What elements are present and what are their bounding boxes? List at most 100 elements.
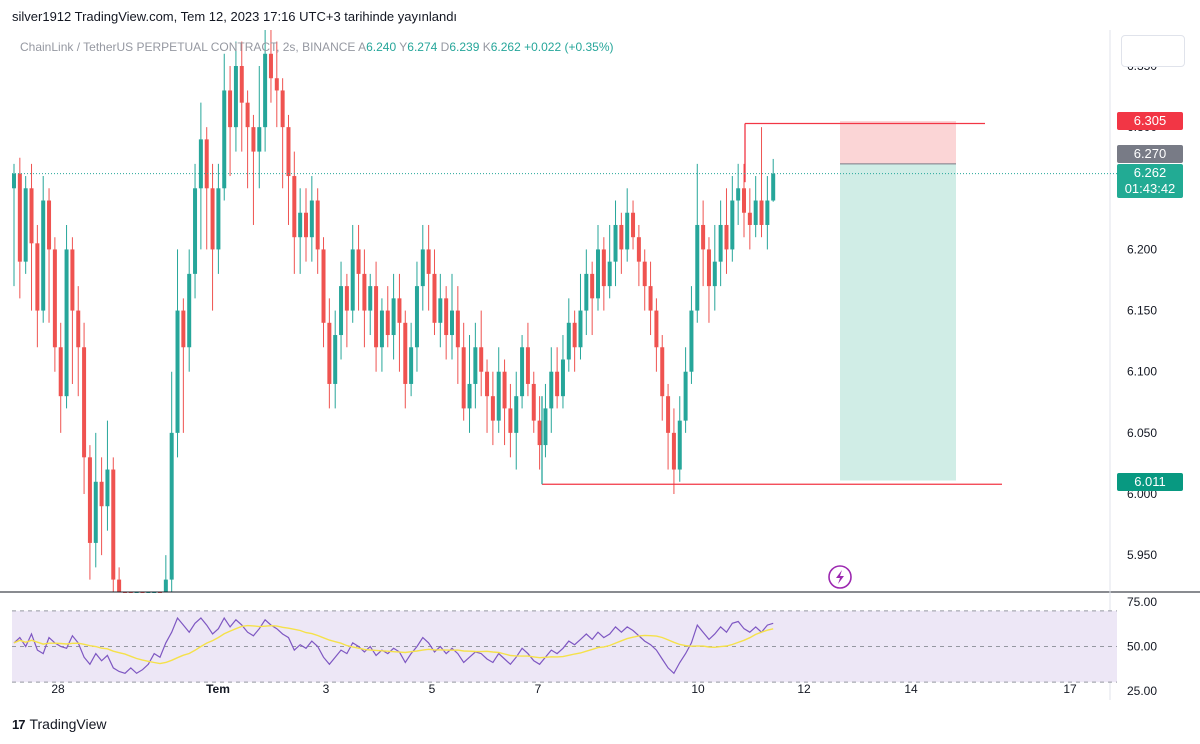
candle-body — [93, 481, 98, 543]
candle-body — [23, 188, 28, 262]
candle-body — [765, 200, 770, 225]
candle-body — [508, 408, 513, 433]
candle-body — [683, 371, 688, 421]
candle-body — [41, 200, 46, 311]
candle-body — [52, 249, 57, 348]
candle-body — [321, 249, 326, 323]
candle-body — [584, 273, 589, 311]
candle-body — [169, 432, 174, 580]
time-tick-label: 7 — [535, 682, 542, 696]
candle-body — [590, 273, 595, 299]
candle-body — [753, 200, 758, 225]
candle-body — [58, 347, 63, 397]
candle-body — [759, 200, 764, 225]
time-tick-label: 10 — [691, 682, 705, 696]
candle-body — [64, 249, 69, 397]
candle-body — [17, 173, 22, 262]
candle-body — [163, 579, 168, 592]
candle-body — [613, 224, 618, 262]
rsi-ma-line — [13, 624, 774, 665]
candle-body — [648, 286, 653, 311]
time-axis: 28 Tem 3 5 7 10 12 14 17 — [51, 682, 1077, 696]
close-label: K — [482, 40, 491, 54]
high-value: 6.274 — [407, 40, 438, 54]
scale-settings-button[interactable] — [1121, 35, 1185, 67]
candle-body — [426, 249, 431, 274]
candle-body — [99, 481, 104, 507]
low-value: 6.239 — [449, 40, 480, 54]
candle-body — [525, 347, 530, 384]
change-value: +0.022 (+0.35%) — [524, 40, 614, 54]
price-tick-label: 6.100 — [1127, 365, 1157, 379]
publish-header: silver1912 TradingView.com, Tem 12, 2023… — [12, 9, 458, 24]
candle-body — [771, 173, 776, 201]
candle-body — [257, 127, 262, 152]
candle-body — [712, 261, 717, 287]
candle-body — [239, 66, 244, 103]
candle-body — [263, 53, 268, 128]
candle-body — [706, 249, 711, 287]
candle-body — [514, 396, 519, 433]
candle-body — [87, 457, 92, 543]
candle-body — [631, 212, 636, 238]
candle-body — [327, 322, 332, 384]
candle-body — [298, 212, 303, 238]
candle-body — [420, 249, 425, 287]
candle-body — [596, 249, 600, 299]
open-label: A — [358, 40, 367, 54]
overlays — [0, 30, 1200, 700]
candle-body — [636, 237, 641, 262]
rsi-tick-label: 75.00 — [1127, 595, 1157, 609]
candle-body — [666, 396, 671, 433]
candle-body — [455, 310, 460, 348]
target-price-tag: 6.011 — [1117, 473, 1183, 491]
price-tick-label: 6.200 — [1127, 242, 1157, 256]
candle-body — [385, 310, 390, 336]
candle-body — [251, 127, 256, 152]
rsi-pane: 75.00 50.00 25.00 — [12, 595, 1157, 698]
high-label: Y — [399, 40, 408, 54]
candle-body — [193, 188, 198, 274]
candle-body — [350, 249, 355, 311]
candle-body — [111, 469, 116, 580]
candle-body — [490, 396, 495, 421]
position-zones — [840, 121, 956, 481]
candle-body — [222, 90, 227, 189]
candle-body — [677, 420, 682, 470]
candle-body — [315, 200, 320, 250]
candle-body — [175, 310, 180, 433]
candle-body — [736, 188, 741, 201]
candles — [12, 30, 776, 593]
candle-body — [309, 200, 314, 238]
target-zone — [840, 163, 956, 481]
candle-body — [374, 286, 379, 348]
candle-body — [432, 273, 437, 323]
entry-price-tag: 6.270 — [1117, 145, 1183, 163]
symbol-legend: ChainLink / TetherUS PERPETUAL CONTRACT,… — [20, 40, 614, 54]
time-tick-label: Tem — [206, 682, 230, 696]
close-value: 6.262 — [490, 40, 521, 54]
lightning-icon-glyph — [836, 570, 844, 584]
low-label: D — [440, 40, 450, 54]
stop-price-tag: 6.305 — [1117, 112, 1183, 130]
candle-body — [572, 322, 577, 348]
candle-body — [12, 173, 16, 189]
candle-body — [414, 286, 419, 348]
candle-body — [47, 200, 52, 250]
stop-zone — [840, 121, 956, 164]
time-tick-label: 3 — [323, 682, 330, 696]
candle-body — [625, 212, 630, 250]
candle-body — [642, 261, 647, 287]
candle-body — [82, 347, 87, 458]
candle-body — [286, 127, 291, 177]
candle-body — [718, 224, 723, 262]
candle-body — [479, 347, 484, 372]
time-tick-label: 14 — [904, 682, 918, 696]
candle-body — [450, 310, 454, 336]
candle-body — [187, 273, 192, 348]
candle-body — [695, 224, 700, 311]
time-tick-label: 17 — [1063, 682, 1077, 696]
candle-body — [485, 371, 490, 397]
candle-body — [601, 249, 606, 287]
